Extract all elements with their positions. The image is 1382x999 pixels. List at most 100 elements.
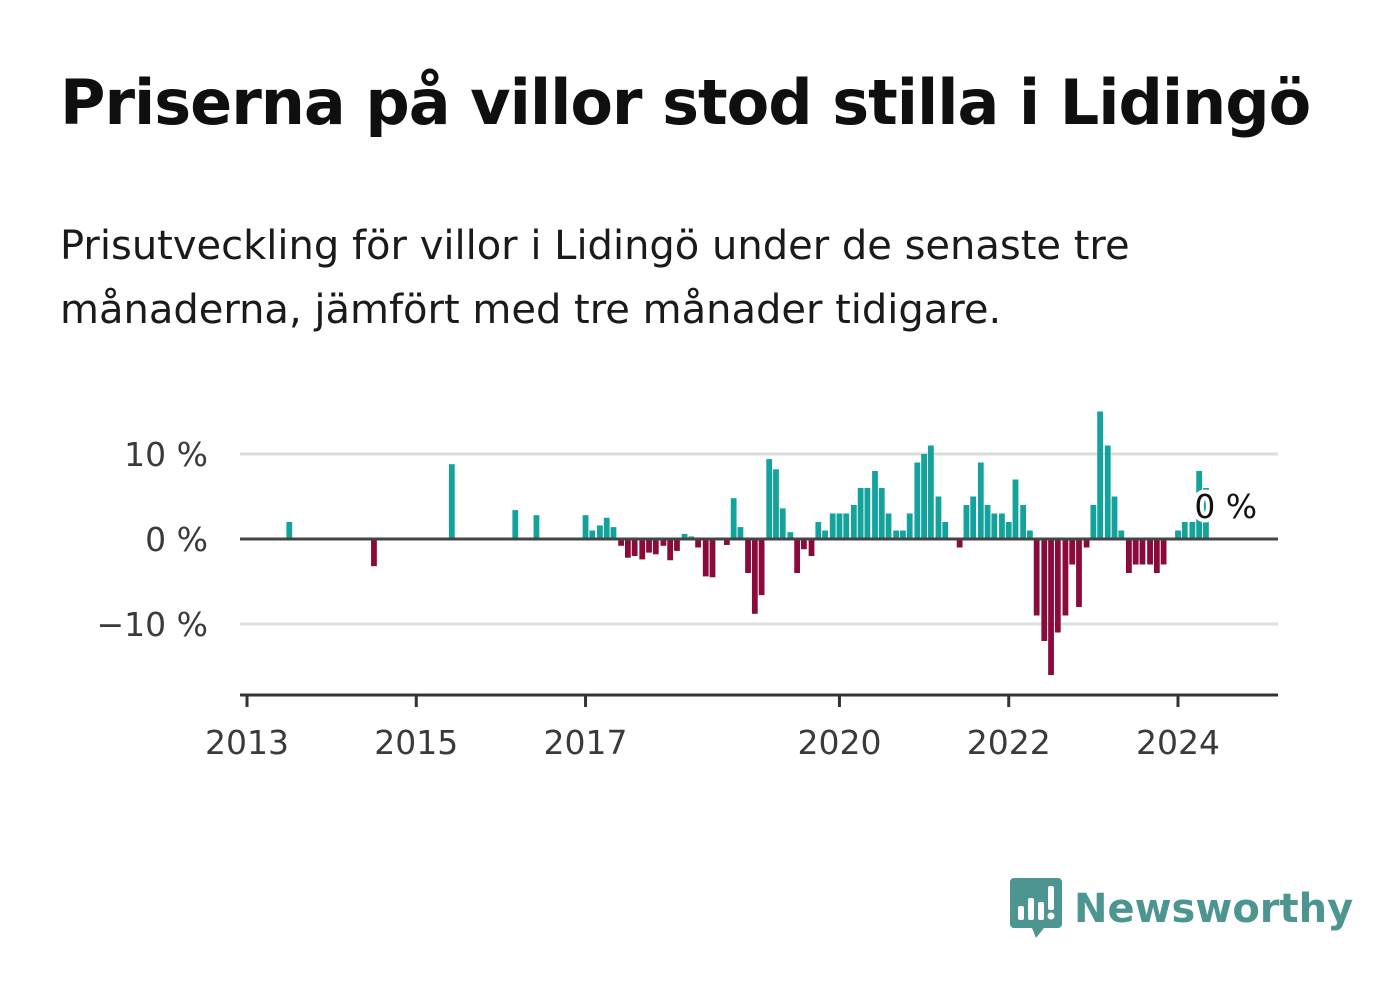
bar	[963, 505, 970, 539]
bar	[872, 471, 878, 539]
bar	[448, 464, 455, 539]
bar	[695, 539, 702, 548]
bar	[1069, 539, 1076, 565]
x-tick-label: 2015	[374, 723, 458, 762]
bar	[1076, 539, 1082, 607]
bar	[921, 454, 927, 539]
bar	[984, 505, 991, 539]
chart-subtitle: Prisutveckling för villor i Lidingö unde…	[60, 223, 1130, 333]
bar	[660, 539, 667, 546]
bar	[597, 525, 603, 539]
bar	[745, 539, 751, 573]
bar	[589, 530, 596, 539]
bar	[1097, 411, 1104, 539]
bar	[603, 517, 610, 539]
bar	[864, 488, 871, 539]
bar	[956, 539, 963, 548]
bar	[751, 539, 758, 614]
bar	[1139, 539, 1146, 565]
bar	[1175, 530, 1181, 539]
bar	[1041, 539, 1048, 641]
bar	[624, 539, 631, 558]
bar	[836, 513, 843, 539]
bar	[1012, 479, 1019, 539]
y-tick-label: −10 %	[97, 605, 209, 644]
bar	[1126, 539, 1132, 573]
axes	[240, 537, 1278, 707]
bar	[709, 539, 716, 578]
bar	[885, 513, 892, 539]
bar	[857, 488, 864, 539]
bar	[371, 539, 377, 567]
bar	[927, 445, 934, 539]
bar	[1104, 445, 1111, 539]
bar	[1033, 539, 1040, 616]
bar	[1054, 539, 1061, 633]
bar	[900, 530, 906, 539]
bar	[1048, 539, 1054, 675]
bar	[674, 539, 680, 551]
bar	[942, 522, 949, 539]
bar	[787, 532, 794, 539]
bar	[794, 539, 801, 573]
bar	[1090, 505, 1097, 539]
y-tick-label: 10 %	[124, 435, 208, 474]
bar	[893, 530, 900, 539]
bar	[991, 513, 998, 539]
bar	[977, 462, 984, 539]
bar	[582, 515, 589, 539]
bar	[808, 539, 815, 556]
bar	[829, 513, 836, 539]
x-tick-label: 2022	[967, 723, 1051, 762]
labels: −10 % 0 % 10 % 2013 2015 2017 2020 2022 2024 0 %	[97, 435, 1262, 762]
x-tick-label: 2013	[205, 723, 289, 762]
latest-value-label: 0 %	[1194, 487, 1257, 526]
x-tick-label: 2020	[797, 723, 881, 762]
bar	[1160, 539, 1167, 565]
chart-title: Priserna på villor stod stilla i Lidingö	[60, 66, 1311, 139]
bar	[646, 539, 652, 553]
bar	[779, 508, 786, 539]
bar	[914, 462, 921, 539]
bar	[758, 539, 765, 596]
bar	[618, 539, 624, 546]
bar	[1083, 539, 1090, 548]
newsworthy-logo-icon	[1010, 878, 1062, 938]
bar	[801, 539, 807, 550]
bar	[843, 513, 850, 539]
bar	[850, 505, 857, 539]
bar	[652, 539, 659, 555]
bar	[286, 522, 293, 539]
bar	[1147, 539, 1153, 565]
x-tick-label: 2024	[1136, 723, 1220, 762]
y-tick-label: 0 %	[145, 520, 208, 559]
bar	[1062, 539, 1069, 616]
bar	[1189, 522, 1196, 539]
bar	[1020, 505, 1027, 539]
bar	[815, 522, 822, 539]
x-tick-label: 2017	[544, 723, 628, 762]
bar	[1153, 539, 1160, 573]
bar	[999, 513, 1005, 539]
bar	[512, 510, 519, 539]
bar	[1005, 522, 1012, 539]
newsworthy-logo: Newsworthy	[1010, 878, 1353, 940]
bar	[1118, 530, 1125, 539]
bar	[639, 539, 646, 560]
bar	[737, 527, 744, 539]
bar	[1111, 496, 1118, 539]
bar	[533, 515, 540, 539]
bar	[1203, 488, 1209, 539]
bar	[773, 469, 779, 539]
bar	[1132, 539, 1139, 565]
bar	[723, 539, 730, 545]
bar	[878, 488, 885, 539]
bar	[1181, 522, 1188, 539]
bar	[631, 539, 638, 556]
bars	[286, 411, 1209, 675]
bar	[1196, 471, 1203, 539]
bar	[702, 539, 709, 577]
bar	[822, 530, 828, 539]
bar	[766, 459, 773, 539]
